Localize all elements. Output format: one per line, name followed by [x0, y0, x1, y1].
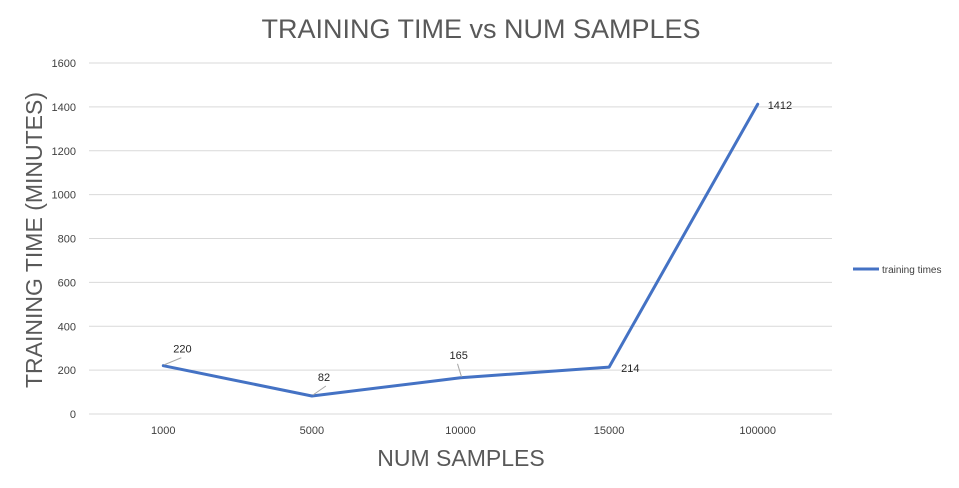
x-tick-label: 1000	[151, 425, 175, 437]
data-label-leader	[164, 357, 182, 366]
y-tick-label: 200	[58, 365, 76, 377]
y-tick-label: 0	[70, 409, 76, 421]
data-labels: 220 82 165 214 1412	[164, 100, 792, 396]
x-axis-title: NUM SAMPLES	[377, 445, 544, 471]
series-training-times	[161, 102, 760, 398]
y-axis-title: TRAINING TIME (MINUTES)	[21, 92, 47, 388]
data-label: 165	[450, 350, 468, 362]
x-tick-label: 5000	[300, 425, 324, 437]
y-tick-label: 1400	[52, 102, 76, 114]
series-line-training-times	[161, 102, 760, 398]
y-tick-label: 800	[58, 234, 76, 246]
legend-label: training times	[882, 265, 941, 276]
data-label: 1412	[768, 100, 792, 112]
x-tick-label: 10000	[445, 425, 476, 437]
y-tick-label: 1200	[52, 146, 76, 158]
x-tick-label: 100000	[739, 425, 776, 437]
x-tick-label: 15000	[594, 425, 625, 437]
data-label: 82	[318, 372, 330, 384]
data-label-leader	[312, 385, 327, 396]
chart-title: TRAINING TIME vs NUM SAMPLES	[261, 14, 700, 44]
y-tick-label: 1600	[52, 58, 76, 70]
y-tick-label: 400	[58, 321, 76, 333]
x-axis-ticks: 1000 5000 10000 15000 100000	[151, 425, 776, 437]
data-label: 214	[621, 363, 639, 375]
y-tick-label: 1000	[52, 190, 76, 202]
y-axis-ticks: 0 200 400 600 800 1000 1200 1400 1600	[52, 58, 76, 421]
data-label: 220	[173, 344, 191, 356]
y-tick-label: 600	[58, 277, 76, 289]
data-label-leader	[457, 363, 462, 377]
legend: training times	[853, 265, 941, 276]
gridlines	[89, 62, 832, 415]
